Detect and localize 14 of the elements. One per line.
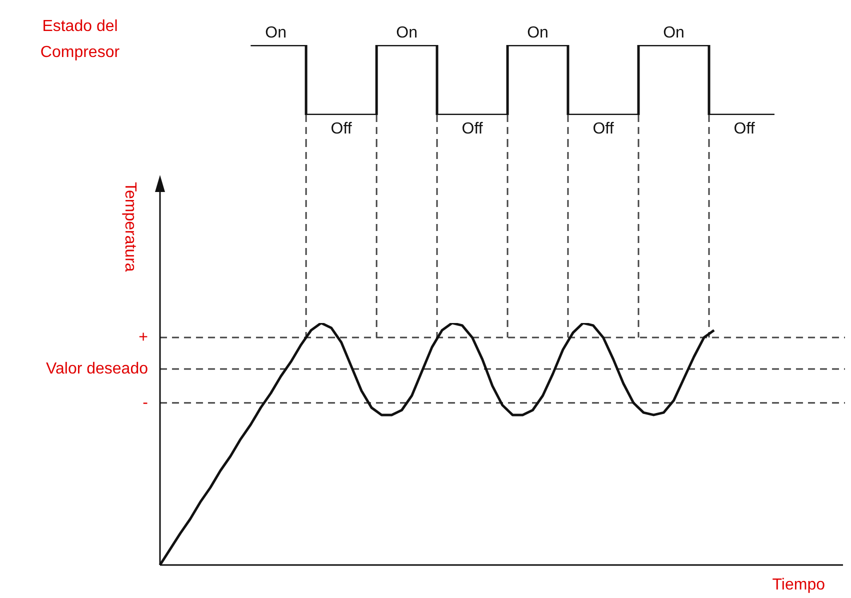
ref-line-label: -: [142, 394, 148, 412]
text: On: [396, 24, 418, 42]
ref-line-label: Valor deseado: [46, 360, 148, 378]
x-axis-title: Tiempo: [772, 576, 826, 594]
y-axis-title: Estado del Compresor: [39, 17, 121, 63]
text: On: [527, 24, 548, 42]
text: Off: [734, 120, 756, 138]
text: Off: [592, 120, 614, 138]
text: On: [265, 24, 287, 42]
text: On: [663, 24, 684, 42]
ref-line-label: +: [138, 328, 148, 346]
text: Off: [462, 120, 484, 138]
text: Off: [330, 120, 352, 138]
y-axis-title: Temperatura: [122, 182, 139, 272]
